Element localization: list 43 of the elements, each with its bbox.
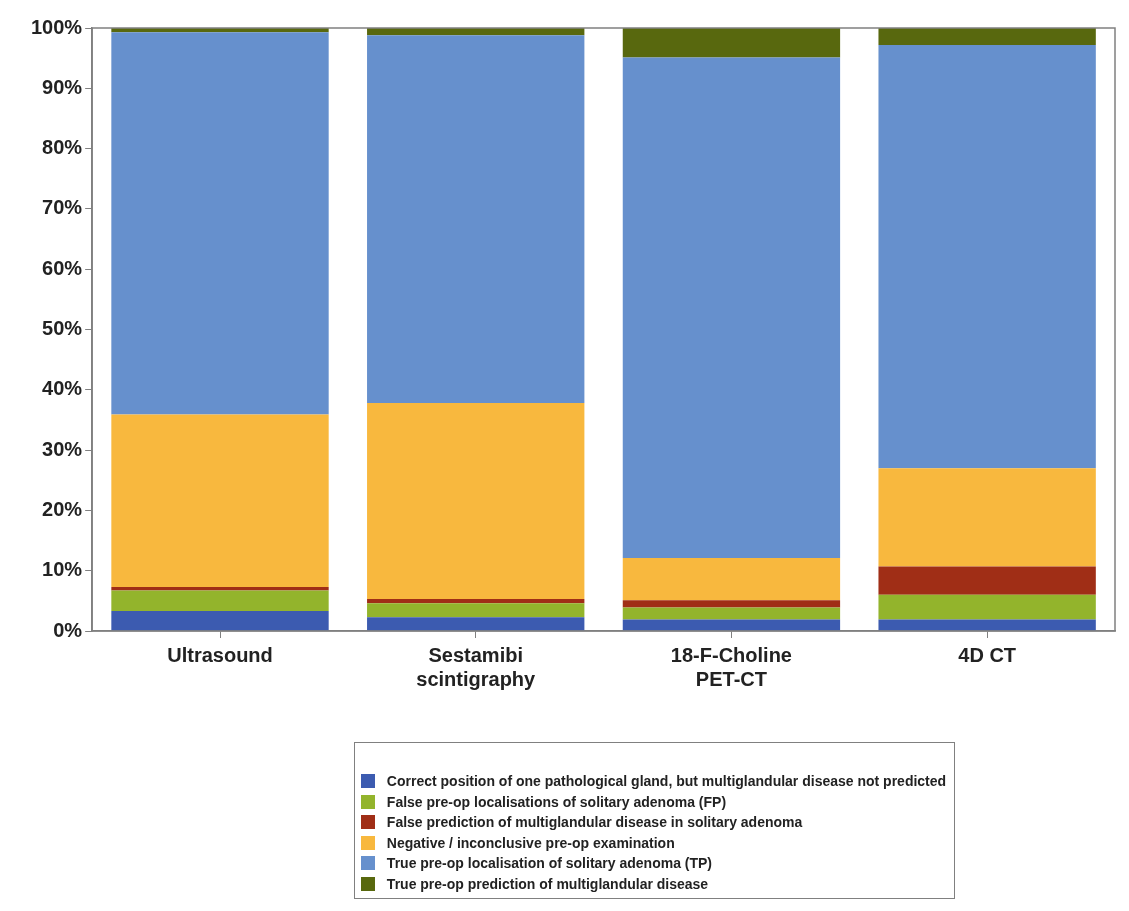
x-tick-label: Sestamibi scintigraphy bbox=[416, 643, 537, 690]
legend-label: Correct position of one pathological gland, but multiglandular disease not predicted bbox=[386, 773, 947, 790]
bar bbox=[111, 414, 329, 587]
bar bbox=[878, 566, 1096, 595]
x-tick-label: Ultrasound bbox=[167, 643, 273, 666]
bar bbox=[878, 619, 1096, 631]
bar bbox=[111, 611, 329, 631]
bar bbox=[367, 617, 585, 631]
legend-label: False prediction of multiglandular disease in solitary adenoma bbox=[386, 814, 803, 831]
bar bbox=[622, 57, 841, 559]
bar bbox=[111, 590, 329, 612]
bar bbox=[878, 28, 1096, 45]
bar bbox=[878, 468, 1096, 567]
y-tick-label: 70% bbox=[42, 196, 83, 219]
bar bbox=[111, 32, 329, 415]
y-tick-label: 10% bbox=[42, 558, 83, 581]
bar bbox=[878, 594, 1096, 620]
bar bbox=[622, 619, 841, 631]
bar bbox=[622, 600, 841, 608]
y-tick-label: 30% bbox=[42, 437, 83, 460]
legend-label: False pre-op localisations of solitary adenoma (FP) bbox=[386, 793, 727, 810]
legend-label: True pre-op localisation of solitary adenoma (TP) bbox=[386, 855, 713, 872]
y-tick-label: 60% bbox=[42, 256, 83, 279]
bar bbox=[111, 586, 329, 591]
bar bbox=[367, 403, 585, 600]
x-tick-label: 18-F-Choline PET-CT bbox=[670, 643, 792, 690]
bar bbox=[367, 599, 585, 604]
legend-label: Negative / inconclusive pre-op examination bbox=[386, 834, 675, 851]
bar bbox=[367, 35, 585, 404]
y-tick-label: 90% bbox=[42, 75, 83, 98]
y-tick-label: 40% bbox=[42, 377, 83, 400]
bar bbox=[878, 44, 1096, 469]
bar bbox=[622, 28, 841, 58]
y-tick-label: 0% bbox=[53, 618, 83, 641]
bar bbox=[622, 558, 841, 601]
y-tick-label: 80% bbox=[42, 136, 83, 159]
legend-label: True pre-op prediction of multiglandular disease bbox=[386, 875, 709, 892]
y-tick-label: 100% bbox=[31, 15, 83, 38]
bar bbox=[367, 603, 585, 618]
bar bbox=[622, 607, 841, 620]
y-tick-label: 50% bbox=[42, 317, 83, 340]
x-tick-label: 4D CT bbox=[958, 643, 1017, 666]
y-tick-label: 20% bbox=[42, 497, 83, 520]
